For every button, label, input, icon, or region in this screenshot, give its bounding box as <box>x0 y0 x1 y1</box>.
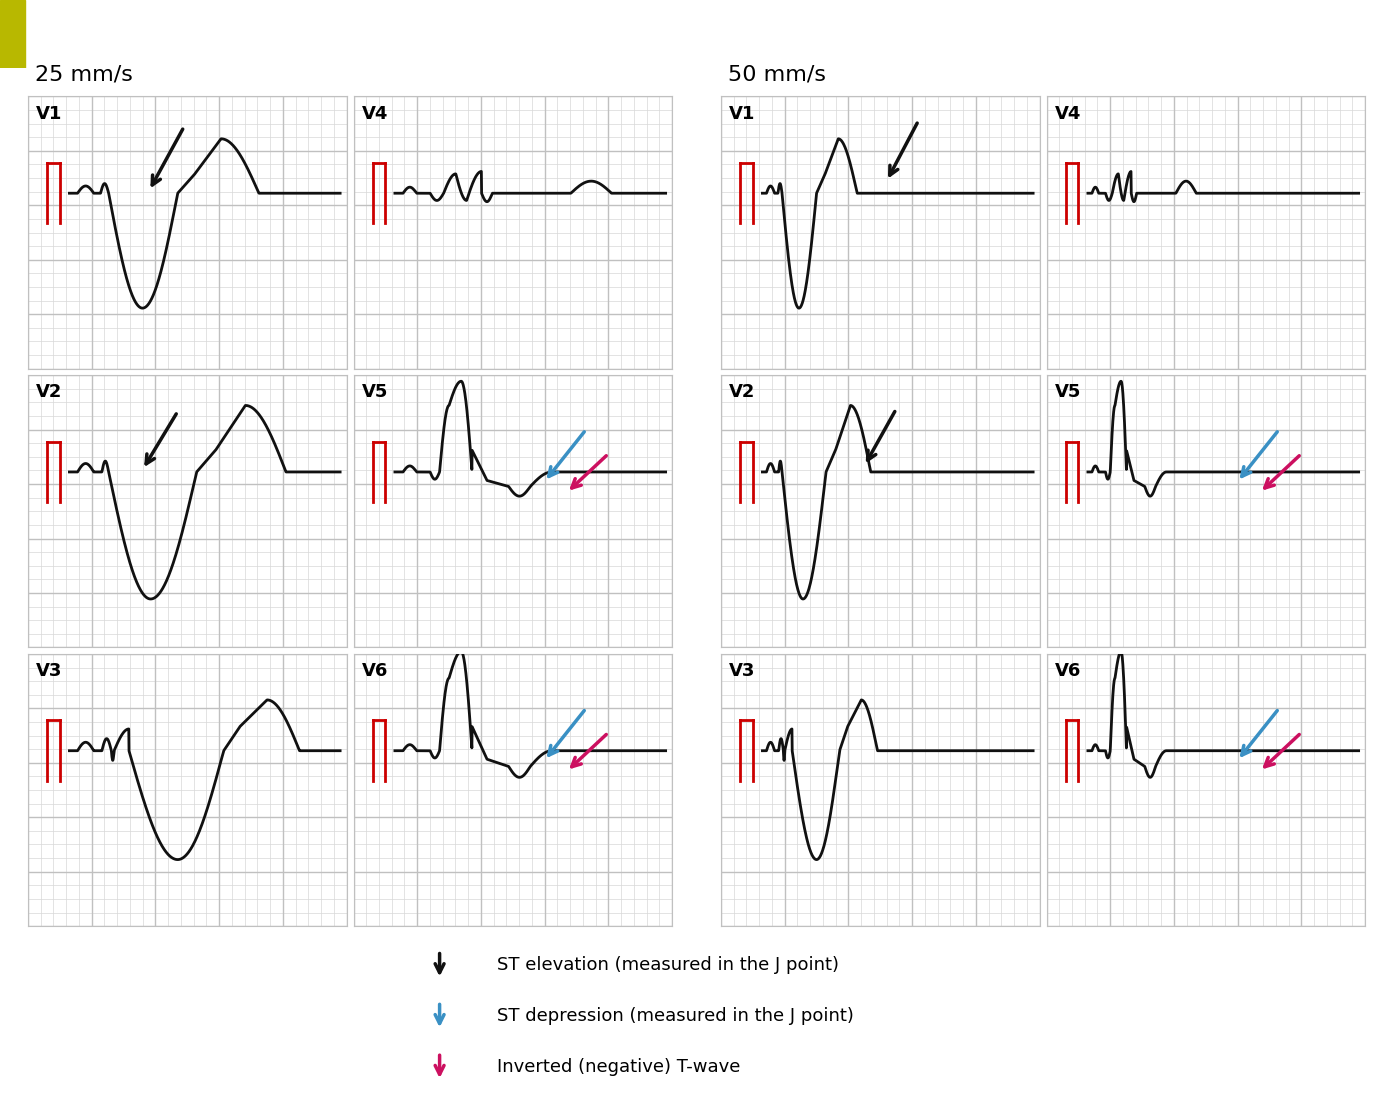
Text: V3: V3 <box>36 662 63 681</box>
Text: 25 mm/s: 25 mm/s <box>35 65 133 84</box>
Text: V1: V1 <box>729 104 756 123</box>
Text: V4: V4 <box>361 104 388 123</box>
Text: V6: V6 <box>361 662 388 681</box>
Text: V2: V2 <box>729 384 756 401</box>
Text: V2: V2 <box>36 384 63 401</box>
Text: ST depression (measured in the J point): ST depression (measured in the J point) <box>497 1007 854 1025</box>
Text: V5: V5 <box>1054 384 1081 401</box>
Text: ST elevation (measured in the J point): ST elevation (measured in the J point) <box>497 956 839 974</box>
Text: Inverted (negative) T-wave: Inverted (negative) T-wave <box>497 1058 741 1075</box>
Bar <box>0 0 25 68</box>
Text: V6: V6 <box>1054 662 1081 681</box>
Text: 50 mm/s: 50 mm/s <box>728 65 826 84</box>
Text: Left bundle branch block at two different paper speeds: Left bundle branch block at two differen… <box>36 21 861 47</box>
Text: V4: V4 <box>1054 104 1081 123</box>
Text: V1: V1 <box>36 104 63 123</box>
Text: V3: V3 <box>729 662 756 681</box>
Text: V5: V5 <box>361 384 388 401</box>
